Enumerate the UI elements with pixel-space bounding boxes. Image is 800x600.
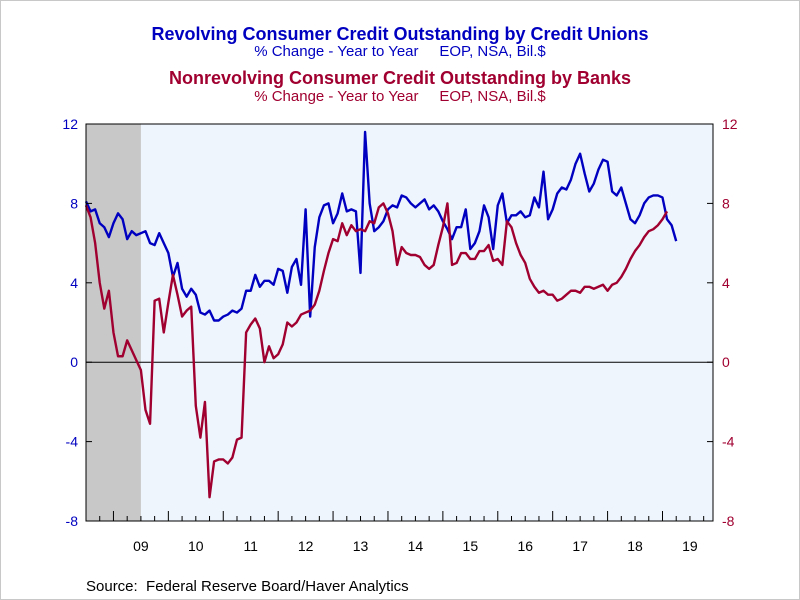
- x-axis: 09 10 11 12 13 14 15 16 17 18 19: [85, 511, 705, 554]
- x-year-label: 17: [572, 538, 588, 554]
- right-y-tick-label: 8: [722, 195, 730, 211]
- chart-title-nonrevolving: Nonrevolving Consumer Credit Outstanding…: [169, 68, 631, 88]
- source-note: Source: Federal Reserve Board/Haver Anal…: [86, 578, 409, 595]
- plot-border: [85, 123, 714, 522]
- chart-subtitle-nonrevolving: % Change - Year to Year EOP, NSA, Bil.$: [254, 88, 546, 105]
- x-year-label: 09: [133, 538, 149, 554]
- x-year-label: 18: [627, 538, 643, 554]
- x-year-label: 15: [463, 538, 479, 554]
- x-year-label: 13: [353, 538, 369, 554]
- right-y-tick-label: 4: [722, 275, 730, 291]
- x-year-label: 16: [517, 538, 533, 554]
- chart-subtitle-revolving: % Change - Year to Year EOP, NSA, Bil.$: [254, 43, 546, 60]
- left-y-tick-label: -8: [66, 513, 79, 529]
- x-year-label: 10: [188, 538, 204, 554]
- series-line-revolving-credit-unions: [84, 130, 678, 322]
- right-y-tick-label: 0: [722, 354, 730, 370]
- plot-area: [86, 124, 713, 521]
- left-y-tick-label: 8: [70, 195, 78, 211]
- right-y-tick-label: -4: [722, 434, 735, 450]
- left-y-tick-label: 0: [70, 354, 78, 370]
- left-axis: 12 8 4 0 -4 -8: [62, 116, 92, 529]
- x-year-label: 19: [682, 538, 698, 554]
- x-year-label: 11: [243, 538, 258, 554]
- right-y-tick-label: 12: [722, 116, 738, 132]
- series-line-nonrevolving-banks: [84, 202, 669, 499]
- left-y-tick-label: 12: [62, 116, 78, 132]
- left-y-tick-label: -4: [66, 434, 79, 450]
- chart-title-revolving: Revolving Consumer Credit Outstanding by…: [151, 24, 648, 44]
- left-y-tick-label: 4: [70, 275, 78, 291]
- series-layer: [84, 130, 678, 499]
- x-year-label: 14: [408, 538, 424, 554]
- right-y-tick-label: -8: [722, 513, 735, 529]
- x-year-label: 12: [298, 538, 314, 554]
- right-axis: 12 8 4 0 -4 -8: [707, 116, 738, 529]
